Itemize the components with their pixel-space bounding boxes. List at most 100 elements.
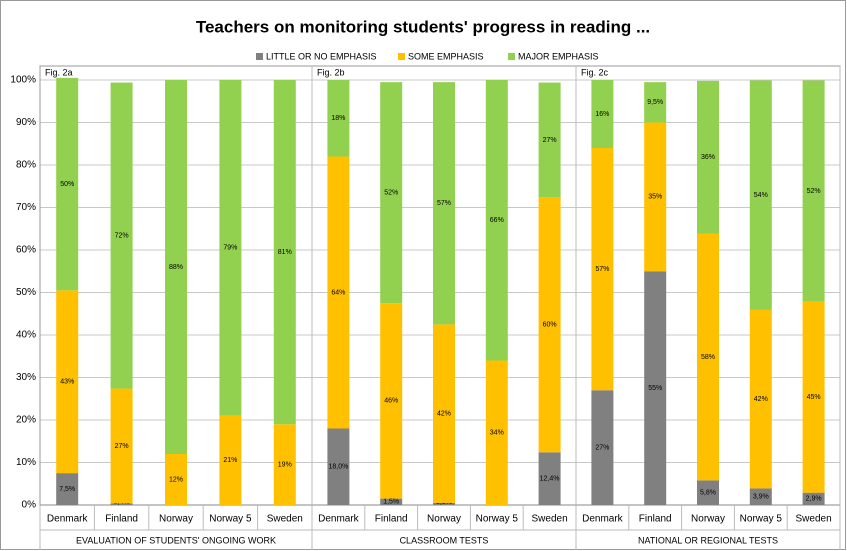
bar-segment [110, 388, 133, 504]
y-tick-label: 0% [22, 500, 37, 511]
bar-segment [485, 360, 508, 505]
bar-segment [644, 122, 667, 272]
bar-segment [380, 82, 403, 304]
data-label: 9,5% [647, 99, 663, 106]
panel-subtitle: Fig. 2c [581, 67, 609, 77]
bar-segment [591, 148, 614, 391]
bar-segment [380, 303, 403, 499]
data-label: 27% [595, 444, 609, 451]
bar-segment [219, 415, 242, 505]
bar-segment [219, 80, 242, 416]
data-label: 34% [490, 430, 504, 437]
y-tick-label: 90% [16, 117, 36, 128]
data-label: 57% [437, 200, 451, 207]
data-label: 5,8% [700, 490, 716, 497]
bar-segment [56, 77, 79, 291]
bar-segment [538, 197, 561, 453]
bar-segment [749, 80, 772, 310]
legend-label: LITTLE OR NO EMPHASIS [266, 51, 377, 61]
data-label: 1,5% [383, 499, 399, 506]
bar-segment [644, 271, 667, 505]
bar-segment [644, 82, 667, 123]
bar-segment [697, 80, 719, 234]
bar-segment [433, 82, 455, 325]
bar-segment [327, 80, 350, 157]
x-tick-label: Sweden [532, 514, 568, 525]
bar-segment [56, 473, 79, 505]
x-tick-label: Norway 5 [209, 514, 252, 525]
y-tick-label: 10% [16, 457, 36, 468]
data-label: 42% [754, 396, 768, 403]
x-tick-label: Finland [105, 514, 138, 525]
x-tick-label: Norway [159, 514, 193, 525]
data-label: 3,9% [753, 494, 769, 501]
x-tick-label: Finland [375, 514, 408, 525]
x-tick-label: Norway 5 [476, 514, 519, 525]
data-label: 57% [595, 266, 609, 273]
bar-segment [433, 502, 455, 505]
bar-segment [273, 424, 296, 505]
x-tick-label: Norway [427, 514, 461, 525]
data-label: 16% [595, 111, 609, 118]
data-label: 50% [60, 181, 74, 188]
data-label: 60% [543, 322, 557, 329]
y-tick-label: 70% [16, 202, 36, 213]
x-tick-label: Denmark [582, 514, 624, 525]
data-label: 21% [223, 457, 237, 464]
legend-label: MAJOR EMPHASIS [518, 51, 599, 61]
x-tick-label: Denmark [318, 514, 360, 525]
data-label: 27% [543, 137, 557, 144]
data-label: 43% [60, 379, 74, 386]
x-tick-label: Finland [639, 514, 672, 525]
data-label: 66% [490, 217, 504, 224]
x-tick-label: Sweden [796, 514, 832, 525]
bar-segment [327, 428, 350, 505]
bar-segment [485, 80, 508, 361]
bar-segment [697, 233, 719, 481]
bar-segment [591, 390, 614, 505]
legend-swatch [508, 53, 515, 60]
x-axis-label: CLASSROOM TESTS [400, 535, 489, 545]
data-label: 18% [331, 115, 345, 122]
data-label: 54% [754, 192, 768, 199]
y-tick-label: 80% [16, 160, 36, 171]
x-tick-label: Norway 5 [740, 514, 783, 525]
data-label: 88% [169, 264, 183, 271]
bar-segment [56, 290, 79, 474]
bar-segment [165, 80, 187, 454]
bar-segment [749, 309, 772, 489]
data-label: 7,5% [59, 486, 75, 493]
data-label: 46% [384, 398, 398, 405]
x-axis-label: EVALUATION OF STUDENTS' ONGOING WORK [76, 535, 276, 545]
x-tick-label: Denmark [47, 514, 89, 525]
legend-swatch [398, 53, 405, 60]
bar-segment [538, 82, 561, 198]
panel-subtitle: Fig. 2a [45, 67, 73, 77]
bar-segment [165, 454, 187, 505]
chart-title: Teachers on monitoring students' progres… [196, 17, 650, 36]
data-label: 12% [169, 476, 183, 483]
data-label: 12,4% [540, 475, 560, 482]
bar-segment [110, 82, 133, 389]
y-tick-label: 60% [16, 245, 36, 256]
y-tick-label: 40% [16, 330, 36, 341]
bar-segment [591, 80, 614, 148]
data-label: 36% [701, 154, 715, 161]
data-label: 79% [223, 245, 237, 252]
data-label: 81% [278, 249, 292, 256]
bar-segment [273, 80, 296, 425]
bar-segment [802, 301, 825, 493]
y-tick-label: 100% [10, 75, 36, 86]
data-label: 2,9% [806, 496, 822, 503]
bar-segment [538, 452, 561, 505]
data-label: 58% [701, 354, 715, 361]
data-label: 45% [807, 394, 821, 401]
x-tick-label: Norway [691, 514, 725, 525]
data-label: 35% [648, 194, 662, 201]
y-tick-label: 30% [16, 372, 36, 383]
data-label: 19% [278, 461, 292, 468]
data-label: 18,0% [328, 464, 348, 471]
legend-label: SOME EMPHASIS [408, 51, 484, 61]
bar-segment [802, 492, 825, 505]
